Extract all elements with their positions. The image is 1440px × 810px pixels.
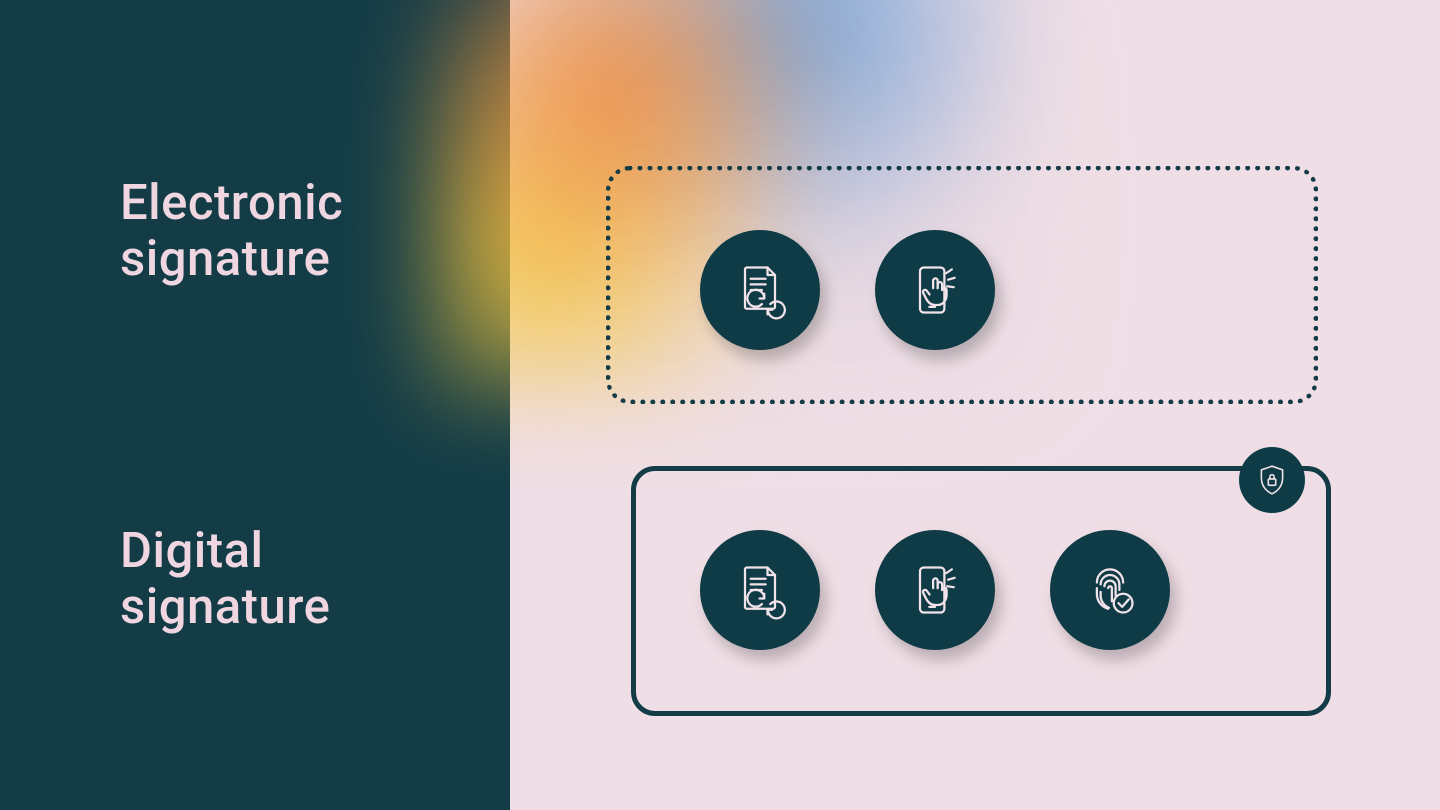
- electronic-icon-row: [700, 230, 995, 350]
- document-sync-icon: [700, 230, 820, 350]
- document-sync-icon: [700, 530, 820, 650]
- touch-sign-icon: [875, 530, 995, 650]
- electronic-signature-heading: Electronicsignature: [120, 175, 510, 288]
- left-panel: Electronicsignature Digitalsignature: [0, 0, 510, 810]
- infographic-canvas: Electronicsignature Digitalsignature: [0, 0, 1440, 810]
- digital-signature-heading: Digitalsignature: [120, 523, 510, 636]
- digital-icon-row: [700, 530, 1170, 650]
- shield-lock-icon: [1239, 447, 1305, 513]
- touch-sign-icon: [875, 230, 995, 350]
- fingerprint-verified-icon: [1050, 530, 1170, 650]
